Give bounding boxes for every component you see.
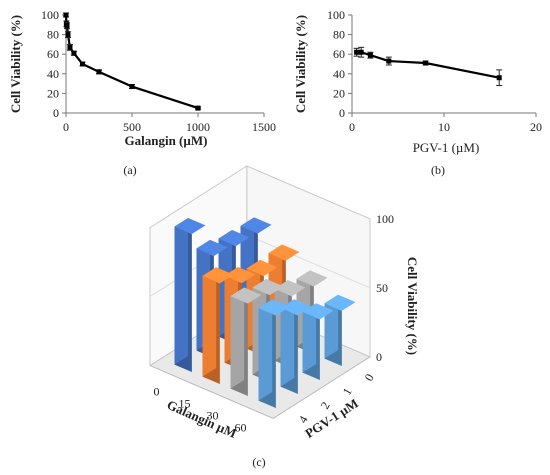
b-data-point [386, 58, 392, 64]
panel-b-chart: 0 20 40 60 80 100 0 10 20 PGV-1 (µM) Cell Viabil… [293, 8, 542, 177]
a-data-point [96, 69, 102, 75]
panel-c-galangin-tick: 30 [207, 409, 219, 423]
panel-c-bar-top [296, 270, 328, 287]
panel-c-bar-top [268, 244, 300, 261]
panel-c-bars [174, 217, 356, 409]
panel-c-bar-face [280, 299, 295, 387]
panel-a-y-axis-label: Cell Viability (%) [8, 15, 23, 113]
a-data-point [80, 61, 85, 67]
b-data-point [496, 75, 502, 81]
panel-c-bar [174, 217, 206, 373]
a-y-tick-label: 80 [47, 28, 59, 42]
b-x-tick-label: 0 [349, 120, 355, 134]
panel-c-label: (c) [252, 455, 265, 469]
panel-a-series [63, 12, 201, 111]
a-data-point [129, 84, 135, 90]
panel-c-pgv-axis-label: PGV-1 µM [302, 396, 361, 441]
a-data-point [64, 23, 70, 29]
panel-c-galangin-tick: 0 [154, 385, 160, 399]
panel-c-bar-face [230, 287, 245, 389]
panel-c-viability-axis-label: Cell Viability (%) [405, 257, 420, 355]
panel-c-bar-top [246, 259, 278, 277]
a-data-point [63, 12, 69, 18]
a-y-tick-label: 0 [53, 106, 59, 120]
panel-c-bar-top [252, 279, 284, 296]
panel-c-bar [202, 267, 234, 385]
panel-b-x-axis-label: PGV-1 (µM) [413, 140, 480, 155]
a-data-point [67, 44, 73, 50]
panel-b-label: (b) [431, 163, 445, 177]
panel-c-bar-top [274, 280, 306, 297]
panel-b-y-axis-label: Cell Viability (%) [293, 15, 308, 113]
panel-b-series [353, 46, 503, 87]
a-y-tick-label: 100 [41, 8, 59, 22]
b-y-tick-label: 40 [333, 67, 345, 81]
b-y-tick-label: 0 [339, 106, 345, 120]
panel-b-axes [351, 15, 536, 114]
a-x-tick-label: 1500 [252, 120, 276, 134]
panel-c-bar-top [280, 299, 312, 316]
panel-c-galangin-tick: 15 [179, 397, 191, 411]
b-y-tick-label: 80 [333, 28, 345, 42]
a-data-point [71, 50, 77, 56]
panel-c-bar-face [258, 299, 273, 401]
panel-c-bar-face [302, 303, 317, 373]
panel-c-bar [302, 303, 334, 381]
panel-c-bar [258, 299, 290, 409]
panel-b-ticks: 0 20 40 60 80 100 0 10 20 [327, 8, 542, 134]
panel-a-x-axis-label: Galangin (µM) [125, 133, 208, 148]
a-series-line [64, 14, 199, 110]
a-y-tick-label: 60 [47, 47, 59, 61]
panel-c-bar [280, 299, 312, 395]
a-data-point [195, 105, 201, 111]
panel-c-z-tick: 50 [376, 281, 388, 295]
b-data-point [367, 52, 373, 58]
b-x-tick-label: 20 [530, 120, 542, 134]
a-x-tick-label: 500 [123, 120, 141, 134]
panel-c-z-tick: 100 [376, 212, 394, 226]
panel-a-label: (a) [123, 163, 136, 177]
panel-c-bar-top [258, 299, 290, 316]
b-data-point [358, 49, 364, 55]
b-y-tick-label: 20 [333, 86, 345, 100]
panel-c-bar-top [202, 267, 234, 284]
panel-c-bar-top [324, 294, 356, 311]
b-x-tick-label: 10 [438, 120, 450, 134]
panel-c-bar-top [230, 287, 262, 304]
panel-c-bar-face [202, 267, 217, 377]
a-x-tick-label: 1000 [186, 120, 210, 134]
b-y-tick-label: 100 [327, 8, 345, 22]
panel-c-pgv-tick: 0 [362, 371, 377, 383]
panel-c-bar-face [174, 217, 189, 365]
panel-c-z-tick: 0 [376, 350, 382, 364]
panel-c-bar-top [174, 217, 206, 235]
panel-c-bar [230, 287, 262, 397]
a-data-point [65, 32, 71, 38]
panel-c-bar-top [224, 267, 256, 284]
b-data-point [423, 60, 429, 66]
b-data-point [354, 49, 360, 55]
panel-c-galangin-tick: 60 [235, 421, 247, 435]
a-y-tick-label: 20 [47, 86, 59, 100]
panel-c-bar-top [196, 239, 228, 256]
a-y-tick-label: 40 [47, 67, 59, 81]
panel-c-galangin-axis-label: Galangin µM [165, 397, 239, 441]
a-x-tick-label: 0 [63, 120, 69, 134]
panel-c-bar-top [218, 229, 250, 247]
panel-c-bar-top [240, 217, 272, 234]
b-y-tick-label: 60 [333, 47, 345, 61]
